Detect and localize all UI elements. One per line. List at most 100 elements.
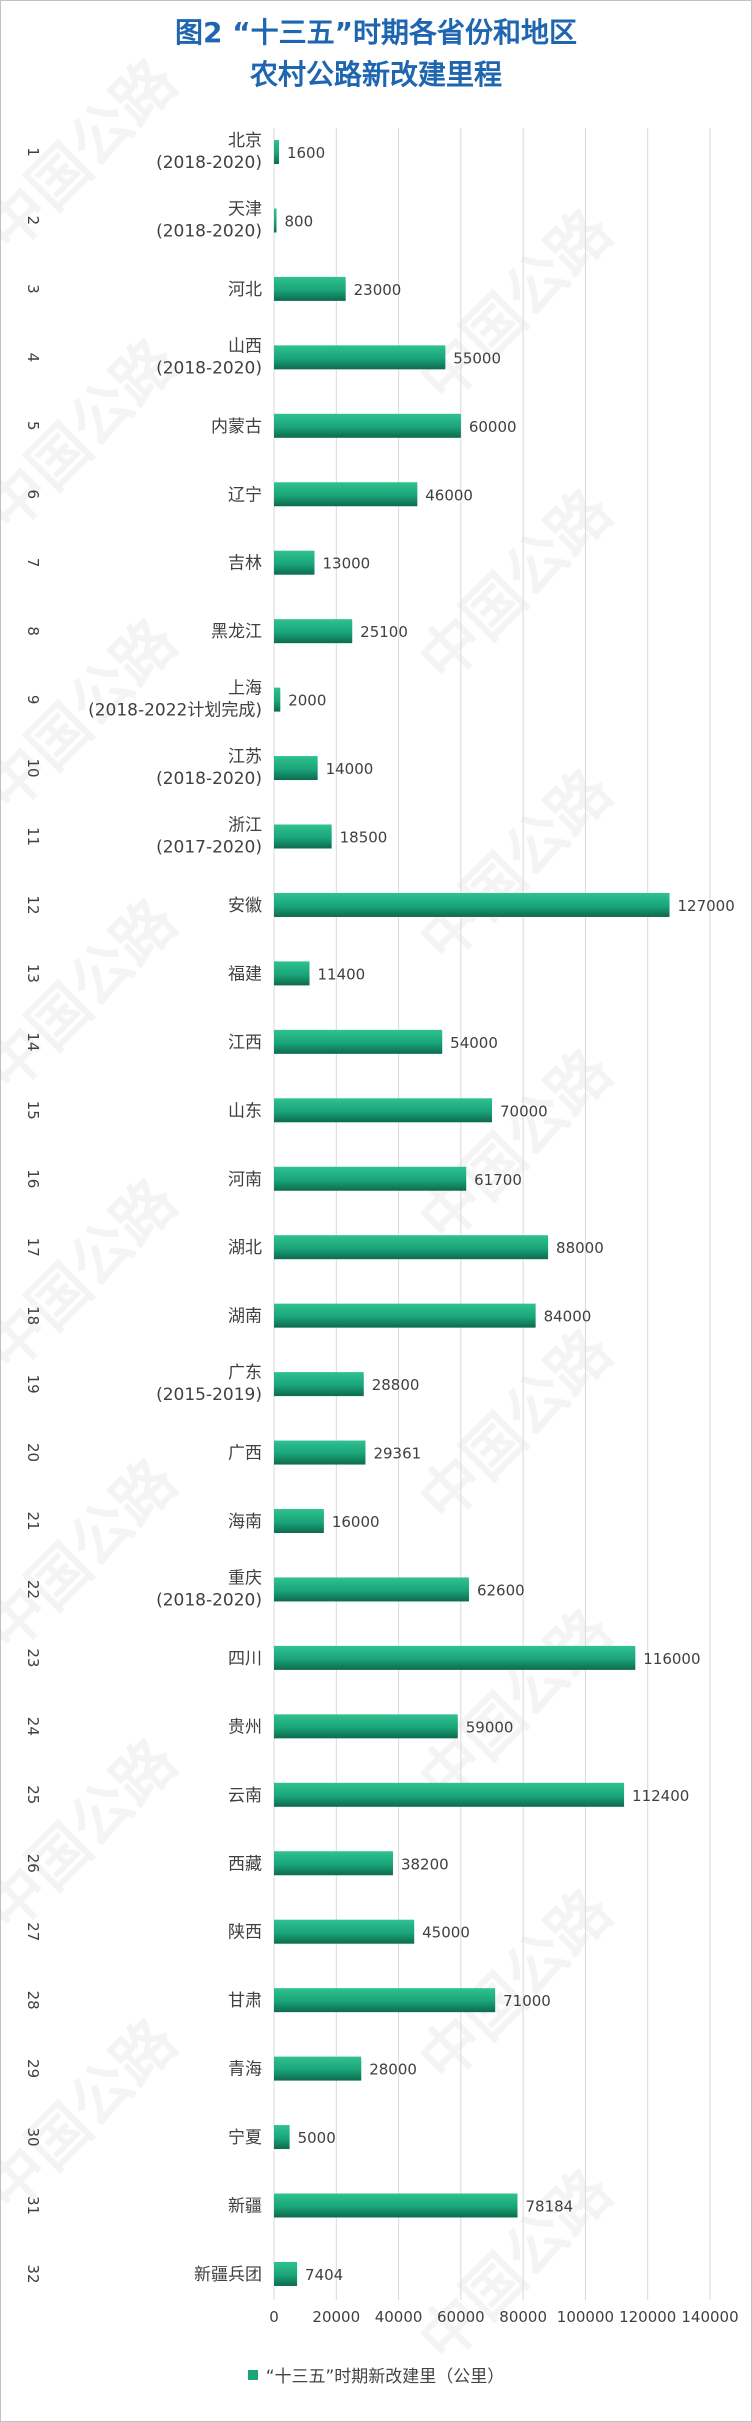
category-label: 陕西 (228, 1923, 262, 1943)
index-label: 3 (24, 284, 42, 294)
bar (274, 756, 318, 781)
legend-label: “十三五”时期新改建里（公里） (265, 2367, 505, 2387)
category-label: 青海 (228, 2060, 262, 2080)
category-label: 辽宁 (228, 485, 262, 505)
watermark-text: 中国公路 (406, 476, 626, 696)
bar (274, 1029, 443, 1054)
bar (274, 2193, 518, 2218)
data-label: 45000 (422, 1924, 470, 1942)
index-label: 17 (24, 1238, 42, 1257)
bar (274, 2125, 290, 2150)
data-label: 1600 (287, 144, 325, 162)
data-label: 62600 (477, 1581, 525, 1599)
category-sublabel: (2015-2019) (156, 1385, 262, 1405)
index-label: 7 (24, 558, 42, 568)
data-label: 84000 (544, 1308, 592, 1326)
x-tick-label: 0 (269, 2308, 279, 2326)
category-sublabel: (2018-2020) (156, 1590, 262, 1610)
watermark-text: 中国公路 (406, 2156, 626, 2376)
category-label: 吉林 (228, 554, 262, 574)
category-label: 山东 (228, 1101, 262, 1121)
index-label: 22 (24, 1580, 42, 1599)
bar (274, 1782, 625, 1807)
category-label: 广东 (228, 1363, 262, 1383)
index-label: 11 (24, 827, 42, 846)
category-label: 西藏 (228, 1854, 262, 1874)
watermark-text: 中国公路 (0, 886, 191, 1106)
bar (274, 482, 418, 507)
bar (274, 345, 446, 370)
category-label: 四川 (228, 1649, 262, 1669)
data-label: 60000 (469, 418, 517, 436)
data-label: 2000 (288, 692, 326, 710)
category-label: 新疆兵团 (194, 2265, 262, 2285)
bar (274, 1714, 458, 1739)
bar (274, 1372, 364, 1397)
bar (274, 1235, 549, 1260)
index-label: 14 (24, 1032, 42, 1051)
data-label: 54000 (450, 1034, 498, 1052)
watermark-text: 中国公路 (406, 1596, 626, 1816)
category-sublabel: (2017-2020) (156, 838, 262, 858)
category-label: 云南 (228, 1786, 262, 1806)
category-label: 广西 (228, 1444, 262, 1464)
legend-swatch (247, 2369, 258, 2380)
bar (274, 1988, 496, 2013)
data-label: 112400 (632, 1787, 689, 1805)
bar (274, 276, 346, 301)
index-label: 27 (24, 1922, 42, 1941)
category-sublabel: (2018-2022计划完成) (88, 701, 262, 721)
bar (274, 1098, 492, 1123)
category-label: 浙江 (228, 816, 262, 836)
x-tick-label: 100000 (557, 2308, 614, 2326)
index-label: 9 (24, 695, 42, 705)
watermark-text: 中国公路 (0, 1166, 191, 1386)
index-label: 12 (24, 895, 42, 914)
bar (274, 824, 332, 849)
bar (274, 892, 670, 917)
bar (274, 1919, 415, 1944)
data-label: 59000 (466, 1718, 514, 1736)
category-label: 湖南 (228, 1307, 262, 1327)
category-sublabel: (2018-2020) (156, 358, 262, 378)
category-label: 安徽 (228, 896, 262, 916)
category-label: 江苏 (228, 747, 262, 767)
data-label: 11400 (318, 965, 366, 983)
chart-title-line2: 农村公路新改建里程 (249, 58, 502, 91)
category-sublabel: (2018-2020) (156, 221, 262, 241)
category-sublabel: (2018-2020) (156, 153, 262, 173)
category-label: 山西 (228, 336, 262, 356)
category-label: 湖北 (228, 1238, 262, 1258)
bar (274, 1166, 467, 1191)
data-label: 116000 (643, 1650, 700, 1668)
index-label: 2 (24, 216, 42, 226)
bar (274, 208, 277, 233)
data-label: 800 (284, 212, 313, 230)
index-label: 32 (24, 2264, 42, 2283)
index-label: 1 (24, 147, 42, 157)
x-tick-label: 120000 (619, 2308, 676, 2326)
watermark-text: 中国公路 (0, 1726, 191, 1946)
category-label: 福建 (228, 964, 262, 984)
index-label: 16 (24, 1169, 42, 1188)
category-label: 新疆 (228, 2197, 262, 2217)
data-label: 78184 (525, 2198, 573, 2216)
bar (274, 1303, 536, 1328)
category-label: 河北 (228, 280, 262, 300)
data-label: 18500 (340, 829, 388, 847)
index-label: 20 (24, 1443, 42, 1462)
index-label: 15 (24, 1101, 42, 1120)
bar (274, 687, 281, 712)
index-label: 6 (24, 489, 42, 499)
x-tick-label: 80000 (499, 2308, 547, 2326)
category-label: 宁夏 (228, 2128, 262, 2148)
index-label: 13 (24, 964, 42, 983)
index-label: 8 (24, 626, 42, 636)
category-label: 天津 (228, 199, 262, 219)
data-label: 14000 (326, 760, 374, 778)
bar (274, 619, 353, 644)
index-label: 19 (24, 1375, 42, 1394)
bar (274, 413, 461, 438)
chart-title-line1: 图2 “十三五”时期各省份和地区 (174, 16, 578, 49)
